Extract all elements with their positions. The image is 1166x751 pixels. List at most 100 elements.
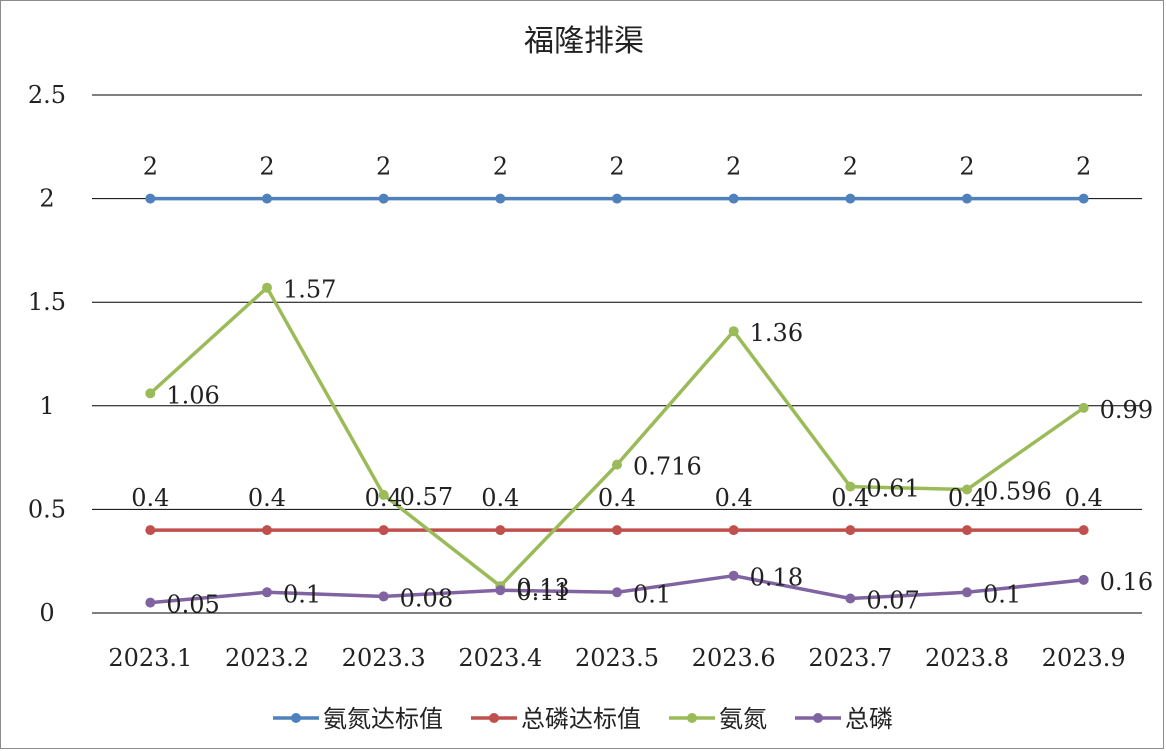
legend-marker: [813, 713, 823, 723]
data-point: [145, 388, 156, 399]
legend-marker: [291, 713, 301, 723]
x-axis-ticks: 2023.1 2023.2 2023.3 2023.4 2023.5 2023.6 2023…: [108, 644, 1125, 672]
y-tick-label: 2: [39, 185, 54, 213]
data-label: 0.1: [983, 580, 1021, 608]
data-point: [728, 193, 739, 204]
data-label: 0.05: [166, 591, 219, 619]
data-label: 1.36: [750, 319, 803, 347]
data-label: 0.1: [633, 580, 671, 608]
legend-marker: [687, 713, 697, 723]
data-point: [612, 193, 622, 204]
series-line: [149, 285, 1085, 588]
data-label: 0.61: [866, 475, 919, 503]
data-label: 2: [143, 153, 158, 181]
x-tick-label: 2023.4: [458, 644, 542, 672]
data-point: [845, 481, 856, 492]
data-point: [612, 587, 622, 598]
legend-marker: [489, 713, 499, 723]
data-label: 0.99: [1100, 396, 1153, 424]
data-point: [378, 525, 389, 536]
data-label: 0.4: [598, 484, 636, 512]
data-label: 0.1: [283, 580, 321, 608]
data-label: 2: [493, 153, 508, 181]
chart-title: 福隆排渠: [524, 24, 644, 59]
data-label: 0.57: [400, 483, 453, 511]
legend-label: 总磷达标值: [521, 705, 641, 733]
x-tick-label: 2023.1: [108, 644, 192, 672]
y-tick-label: 1.5: [28, 288, 66, 316]
data-point: [145, 525, 156, 536]
data-point: [612, 525, 622, 536]
legend-item: 总磷: [795, 705, 893, 733]
legend-label: 氨氮达标值: [323, 705, 443, 733]
legend-item: 氨氮达标值: [273, 705, 443, 733]
y-tick-label: 1: [39, 392, 54, 420]
data-label: 0.4: [715, 484, 753, 512]
data-point: [845, 525, 856, 536]
data-label: 0.4: [1065, 484, 1103, 512]
data-label: 1.06: [166, 381, 219, 409]
legend: 氨氮达标值 总磷达标值 氨氮 总磷: [273, 705, 893, 733]
y-axis-ticks: 0 0.5 1 1.5 2 2.5: [28, 81, 66, 627]
data-point: [845, 593, 856, 604]
data-label: 0.4: [831, 484, 869, 512]
data-point: [728, 570, 739, 581]
y-tick-label: 0.5: [28, 495, 66, 523]
data-point: [378, 591, 389, 602]
data-point: [262, 282, 272, 293]
data-label-layer: 2 2 2 2 2 2 2 2 2 0.4 0.4 0.4 0.4 0.4 0.4 0.4 0.4 0.4 1.06…: [131, 153, 1153, 619]
series-layer: [145, 193, 1089, 608]
legend-item: 氨氮: [669, 705, 767, 733]
data-label: 2: [609, 153, 624, 181]
data-label: 0.716: [633, 453, 702, 481]
data-label: 0.11: [516, 578, 569, 606]
data-point: [145, 597, 156, 608]
data-point: [728, 326, 739, 337]
x-tick-label: 2023.8: [925, 644, 1009, 672]
data-label: 0.13: [516, 574, 569, 602]
legend-label: 氨氮: [719, 705, 767, 733]
data-point: [962, 587, 972, 598]
data-point: [495, 585, 506, 596]
data-label: 0.4: [365, 484, 403, 512]
x-tick-label: 2023.6: [692, 644, 776, 672]
data-point: [1078, 525, 1089, 536]
data-label: 1.57: [283, 276, 336, 304]
data-point: [378, 489, 389, 500]
data-label: 2: [259, 153, 274, 181]
data-point: [262, 525, 272, 536]
data-point: [612, 459, 622, 470]
data-point: [262, 193, 272, 204]
data-point: [962, 193, 972, 204]
data-label: 2: [843, 153, 858, 181]
data-label: 0.4: [248, 484, 286, 512]
data-label: 2: [726, 153, 741, 181]
data-point: [962, 484, 972, 495]
legend-label: 总磷: [845, 705, 893, 733]
data-point: [845, 193, 856, 204]
data-label: 2: [959, 153, 974, 181]
x-tick-label: 2023.2: [225, 644, 309, 672]
data-label: 0.07: [866, 586, 919, 614]
data-label: 0.596: [983, 478, 1052, 506]
x-tick-label: 2023.3: [342, 644, 426, 672]
x-tick-label: 2023.7: [808, 644, 892, 672]
x-tick-label: 2023.5: [575, 644, 659, 672]
data-label: 0.4: [481, 484, 519, 512]
data-point: [1078, 193, 1089, 204]
x-tick-label: 2023.9: [1042, 644, 1126, 672]
data-point: [378, 193, 389, 204]
data-label: 0.4: [948, 484, 986, 512]
y-tick-label: 0: [39, 599, 54, 627]
data-point: [962, 525, 972, 536]
data-point: [145, 193, 156, 204]
data-point: [495, 193, 506, 204]
y-tick-label: 2.5: [28, 81, 66, 109]
legend-item: 总磷达标值: [471, 705, 641, 733]
data-label: 0.16: [1100, 568, 1153, 596]
data-label: 0.18: [750, 564, 803, 592]
data-point: [1078, 402, 1089, 413]
data-label: 2: [376, 153, 391, 181]
